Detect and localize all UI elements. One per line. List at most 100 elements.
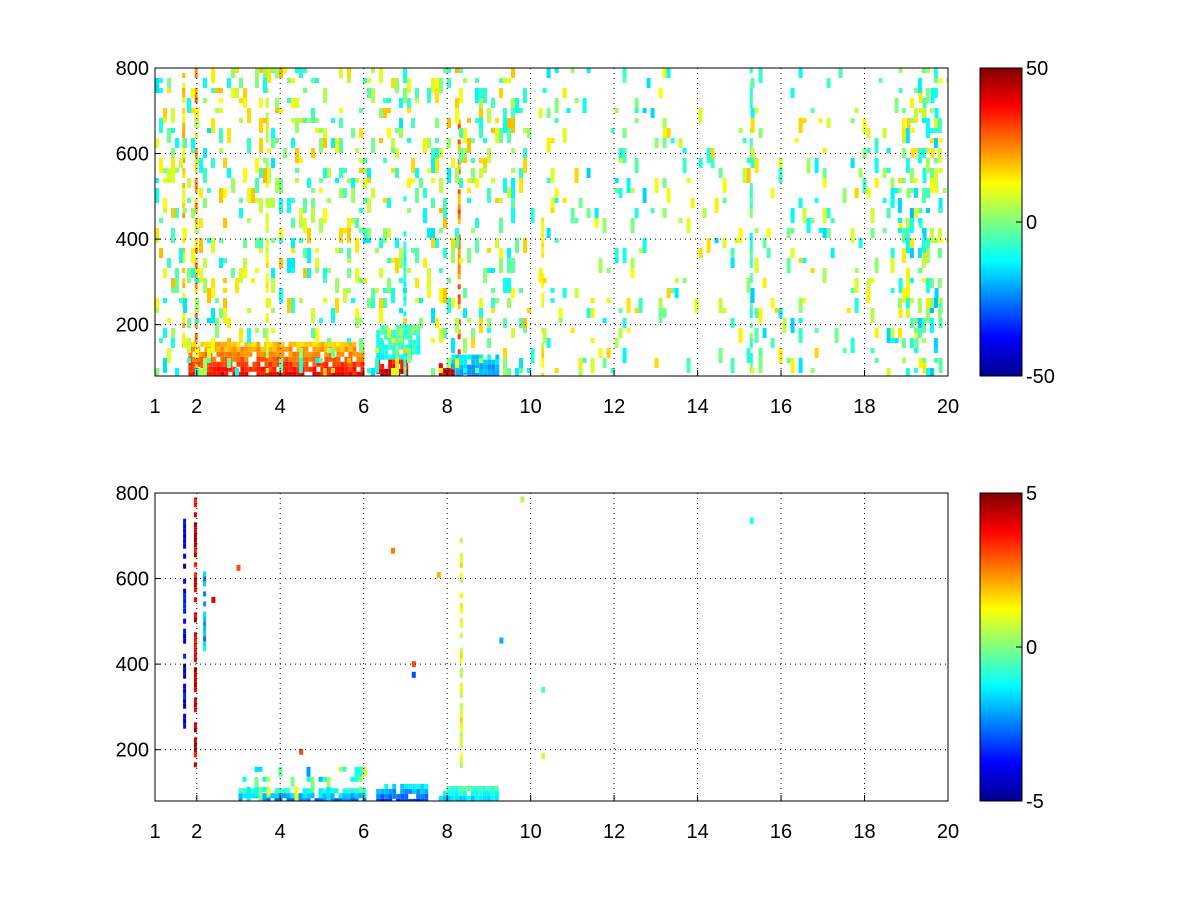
heatmap-cell: [196, 356, 201, 362]
heatmap-cell: [335, 178, 339, 183]
heatmap-cell: [299, 208, 303, 218]
heatmap-cell: [570, 68, 575, 73]
heatmap-cell: [207, 128, 211, 133]
heatmap-cell: [195, 318, 199, 323]
heatmap-cell: [395, 338, 399, 348]
heatmap-cell: [938, 198, 943, 213]
heatmap-cell: [240, 356, 245, 362]
heatmap-cell: [396, 329, 401, 335]
heatmap-cell: [459, 577, 463, 583]
heatmap-cell: [802, 118, 807, 123]
heatmap-cell: [304, 356, 309, 362]
heatmap-cell: [400, 363, 405, 369]
heatmap-cell: [224, 361, 229, 367]
heatmap-cell: [905, 298, 910, 308]
heatmap-cell: [223, 218, 227, 228]
heatmap-cell: [279, 178, 283, 193]
heatmap-cell: [280, 341, 285, 347]
heatmap-cell: [554, 68, 559, 73]
heatmap-cell: [244, 351, 249, 357]
heatmap-cell: [259, 118, 263, 133]
heatmap-cell: [316, 341, 321, 347]
heatmap-cell: [921, 258, 926, 268]
heatmap-cell: [182, 98, 186, 103]
heatmap-cell: [906, 118, 911, 128]
heatmap-cell: [451, 238, 455, 253]
heatmap-cell: [351, 178, 355, 193]
heatmap-cell: [890, 248, 895, 263]
heatmap-cell: [474, 796, 479, 801]
heatmap-cell: [722, 178, 727, 193]
heatmap-cell: [404, 793, 409, 799]
heatmap-cell: [435, 238, 439, 248]
heatmap-cell: [463, 308, 467, 318]
heatmap-cell: [265, 163, 269, 168]
heatmap-cell: [376, 329, 381, 335]
heatmap-cell: [937, 278, 942, 288]
heatmap-cell: [256, 371, 261, 376]
heatmap-cell: [901, 138, 906, 143]
heatmap-cell: [511, 198, 515, 213]
heatmap-cell: [937, 118, 942, 133]
heatmap-cell: [459, 672, 463, 678]
heatmap-cell: [530, 208, 535, 223]
heatmap-cell: [471, 138, 475, 143]
heatmap-cell: [917, 148, 922, 163]
heatmap-cell: [391, 258, 395, 263]
heatmap-cell: [203, 591, 207, 597]
heatmap-cell: [380, 354, 385, 360]
heatmap-cell: [495, 128, 499, 143]
heatmap-cell: [203, 571, 207, 577]
heatmap-cell: [491, 288, 495, 293]
heatmap-cell: [934, 108, 939, 118]
heatmap-cell: [574, 98, 579, 103]
bottom-heatmap-axes-box: [154, 492, 949, 802]
heatmap-cell: [749, 103, 753, 108]
heatmap-cell: [918, 358, 923, 368]
heatmap-cell: [316, 351, 321, 357]
heatmap-cell: [475, 359, 480, 365]
heatmap-cell: [271, 128, 275, 143]
x-tick-label: 1: [149, 821, 160, 843]
heatmap-cell: [223, 278, 227, 283]
heatmap-cell: [457, 164, 461, 170]
heatmap-cell: [276, 361, 281, 367]
heatmap-cell: [339, 138, 343, 153]
heatmap-cell: [511, 98, 515, 108]
heatmap-cell: [191, 108, 195, 113]
x-tick-label: 4: [275, 396, 286, 418]
heatmap-cell: [360, 366, 365, 372]
heatmap-cell: [167, 348, 171, 363]
heatmap-cell: [416, 334, 421, 340]
heatmap-cell: [243, 88, 247, 98]
heatmap-cell: [192, 371, 197, 376]
heatmap-cell: [447, 118, 451, 128]
heatmap-cell: [194, 223, 198, 228]
heatmap-cell: [265, 243, 269, 248]
heatmap-cell: [215, 88, 219, 93]
heatmap-cell: [858, 238, 863, 248]
heatmap-cell: [193, 612, 197, 618]
top-colorbar: 500-50: [979, 58, 1055, 388]
heatmap-cell: [239, 208, 243, 218]
heatmap-cell: [399, 128, 403, 138]
heatmap-cell: [319, 318, 323, 323]
heatmap-cell: [475, 118, 479, 123]
heatmap-cell: [387, 258, 391, 263]
heatmap-cell: [471, 168, 475, 183]
heatmap-cell: [334, 798, 339, 801]
heatmap-cell: [403, 261, 407, 267]
heatmap-cell: [268, 371, 273, 376]
heatmap-cell: [182, 88, 186, 93]
heatmap-cell: [194, 313, 198, 318]
heatmap-cell: [758, 348, 763, 358]
heatmap-cell: [403, 288, 407, 293]
heatmap-cell: [758, 68, 763, 83]
heatmap-cell: [271, 238, 275, 243]
top-heatmap-x-ticks: 1 2 4 6 8 10 12 14 16 18 20: [149, 370, 959, 418]
heatmap-cell: [265, 223, 269, 228]
heatmap-cell: [542, 88, 547, 93]
heatmap-cell: [886, 148, 891, 153]
heatmap-cell: [183, 663, 187, 669]
